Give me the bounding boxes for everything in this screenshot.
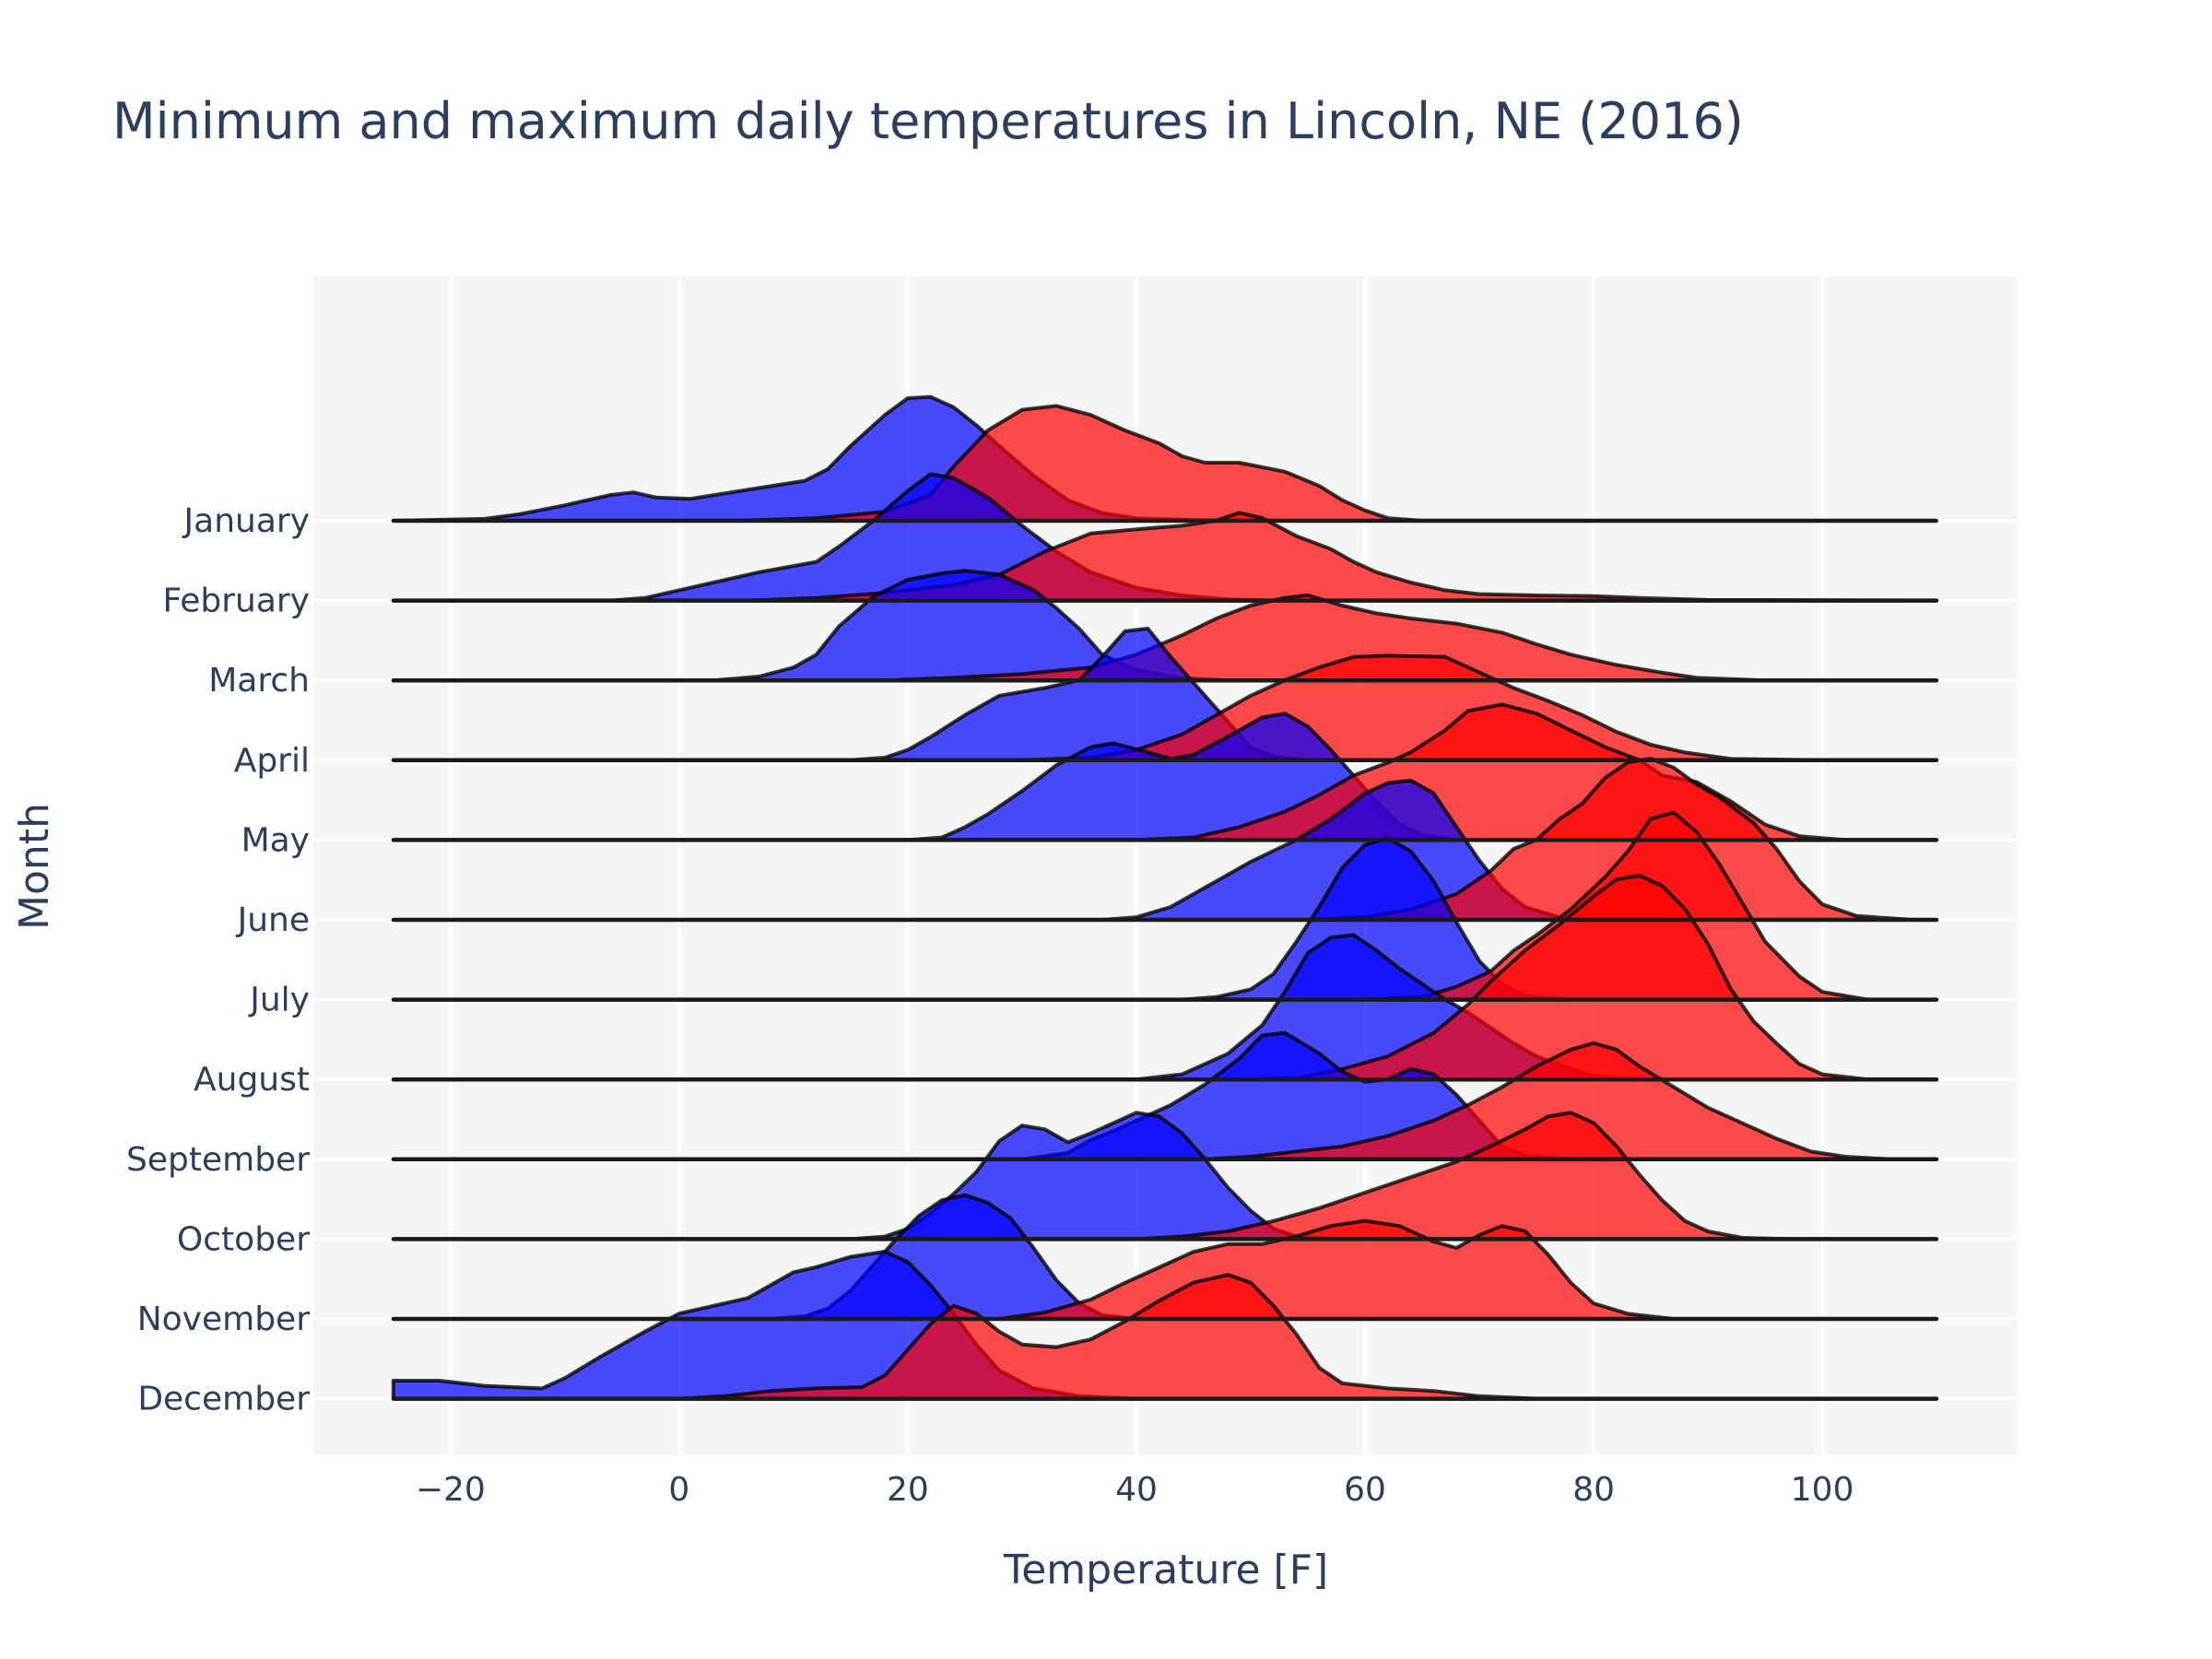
x-tick-label: 80 <box>1572 1471 1615 1509</box>
ridge-max-october <box>391 1111 1939 1241</box>
y-tick-label: June <box>236 901 310 939</box>
y-tick-label: December <box>137 1381 310 1418</box>
ridge-max-march <box>391 593 1939 683</box>
y-tick-label: November <box>137 1300 310 1338</box>
ridge-max-december <box>391 1273 1939 1401</box>
y-tick-label: July <box>248 982 310 1019</box>
x-tick-label: 100 <box>1791 1471 1854 1509</box>
y-tick-label: March <box>208 662 310 700</box>
y-tick-label: May <box>241 821 310 859</box>
x-tick-label: 40 <box>1115 1471 1158 1509</box>
ridge-max-november <box>391 1218 1939 1321</box>
y-tick-label: January <box>182 502 310 540</box>
ridges <box>391 394 1939 1401</box>
baselines <box>393 518 1937 1401</box>
y-tick-label: August <box>194 1061 310 1099</box>
x-tick-label: 60 <box>1344 1471 1386 1509</box>
y-tick-label: October <box>177 1220 310 1258</box>
y-axis-title: Month <box>11 803 58 930</box>
ridge-max-may <box>391 702 1939 842</box>
x-tick-label: −20 <box>416 1471 486 1509</box>
x-tick-labels: −20 0 20 40 60 80 100 <box>416 1471 1854 1509</box>
ridge-max-august <box>391 874 1939 1082</box>
y-tick-label: September <box>126 1141 310 1179</box>
x-tick-label: 20 <box>887 1471 929 1509</box>
x-tick-label: 0 <box>668 1471 689 1509</box>
x-axis-title: Temperature [F] <box>1003 1547 1328 1594</box>
y-tick-label: April <box>234 742 310 780</box>
y-tick-labels: January February March April May June July Augu… <box>126 502 310 1418</box>
chart-title: Minimum and maximum daily temperatures i… <box>112 92 1744 150</box>
y-tick-label: February <box>162 582 310 620</box>
